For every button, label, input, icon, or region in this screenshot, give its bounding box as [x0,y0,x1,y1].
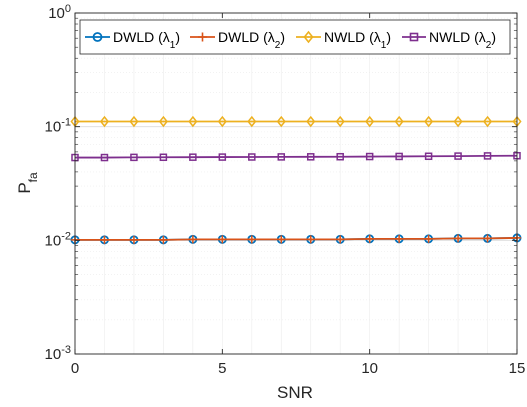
data-point [99,115,110,128]
data-point [424,152,433,161]
axes [74,12,518,355]
data-point [395,152,403,161]
series-3 [71,151,521,162]
legend-item-dwld-l2: DWLD (λ2) [190,29,285,51]
data-point [248,153,256,161]
y-tick-label: 10-3 [45,344,71,363]
data-point [129,115,139,128]
series-line [75,237,518,241]
data-point [247,115,257,128]
data-point [483,234,492,243]
data-point [394,115,404,128]
legend-marker-plus [198,32,207,42]
data-point [365,152,374,161]
data-point [306,235,315,244]
legend-label-dwld-l2: DWLD (λ2) [218,29,285,51]
series-layer [70,115,522,245]
legend-label-nwld-l2: NWLD (λ2) [429,29,496,51]
y-tick-label: 10-2 [45,230,71,249]
legend-marker-diamond [303,30,314,44]
data-point [453,115,463,128]
legend-item-nwld-l1: NWLD (λ1) [296,29,391,51]
y-axis-label: Pfa [15,172,40,194]
series-1 [71,233,521,244]
data-point [277,235,286,244]
series-2 [70,115,522,128]
x-tick-label: 10 [361,360,378,377]
y-axis-label-sub: fa [26,172,40,182]
data-point [306,153,315,161]
legend-marker-square [409,32,419,42]
data-point [424,234,433,243]
y-tick-label: 10-1 [45,117,71,136]
data-point [424,115,434,128]
data-point [336,152,344,161]
data-point [159,235,168,244]
data-point [130,153,138,162]
series-line [75,154,518,159]
x-tick-label: 5 [218,360,226,377]
legend-label-dwld-l1: DWLD (λ1) [113,29,180,51]
x-axis-label: SNR [277,383,313,402]
data-point [454,234,463,243]
legend-label-nwld-l1: NWLD (λ1) [324,29,391,51]
data-point [276,115,286,128]
data-point [483,152,492,160]
data-point [335,115,345,128]
x-tick-label: 0 [71,360,79,377]
data-point [189,153,197,161]
plot-frame [74,12,518,355]
data-point [247,235,256,244]
data-point [277,153,286,161]
grid [75,12,517,355]
legend-item-nwld-l2: NWLD (λ2) [402,29,496,51]
data-point [336,235,345,244]
data-point [365,115,375,128]
data-point [158,115,168,128]
data-point [454,152,462,160]
data-point [188,235,197,244]
data-point [188,115,198,128]
tick-labels: 0 5 10 15 10-3 10-2 10-1 100 [45,3,526,377]
data-point [482,115,493,128]
data-point [218,235,227,244]
legend-marker-circle [92,32,103,42]
x-tick-label: 15 [509,360,526,377]
data-point [129,235,138,244]
legend-box [79,19,511,55]
data-point [395,234,404,243]
data-point [100,153,109,162]
legend-item-dwld-l1: DWLD (λ1) [85,29,180,51]
y-tick-label: 100 [48,3,71,22]
data-point [217,115,227,128]
data-point [218,153,227,161]
data-point [100,235,109,244]
y-axis-label-main: P [15,182,34,193]
data-point [159,153,168,162]
data-point [306,115,316,128]
data-point [365,234,374,243]
legend: DWLD (λ1) DWLD (λ2) NWLD (λ1) NWLD (λ2) [79,19,511,55]
